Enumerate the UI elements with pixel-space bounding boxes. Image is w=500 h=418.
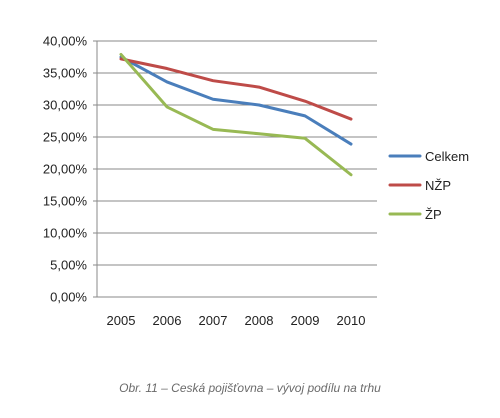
y-tick-label: 35,00% [43,66,88,81]
series-line-z-p [119,52,353,177]
legend-label-nz-p: NŽP [425,178,451,193]
x-tick-label: 2008 [245,313,274,328]
y-tick-label: 30,00% [43,98,88,113]
y-tick-label: 15,00% [43,194,88,209]
x-tick-labels: 2005 2006 2007 2008 2009 2010 [107,313,366,328]
y-tick-label: 20,00% [43,162,88,177]
legend-label-z-p: ŽP [425,207,442,222]
figure-caption: Obr. 11 – Ceská pojišťovna – vývoj podíl… [119,381,381,395]
series-line-celkem [119,55,353,146]
x-tick-label: 2007 [199,313,228,328]
x-tick-label: 2009 [291,313,320,328]
y-tick-label: 10,00% [43,226,88,241]
y-tick-label: 40,00% [43,34,88,49]
y-tick-label: 5,00% [50,258,87,273]
grid-lines [97,40,377,266]
axes [93,40,377,298]
y-tick-labels: 0,00% 5,00% 10,00% 15,00% 20,00% 25,00% 30,00%… [43,34,88,305]
series-line-nz-p [119,57,353,121]
legend: Celkem NŽP ŽP [388,149,469,222]
series-lines [119,52,353,177]
y-tick-label: 25,00% [43,130,88,145]
legend-label-celkem: Celkem [425,149,469,164]
y-tick-label: 0,00% [50,290,87,305]
x-tick-label: 2006 [153,313,182,328]
x-tick-label: 2005 [107,313,136,328]
x-tick-label: 2010 [337,313,366,328]
